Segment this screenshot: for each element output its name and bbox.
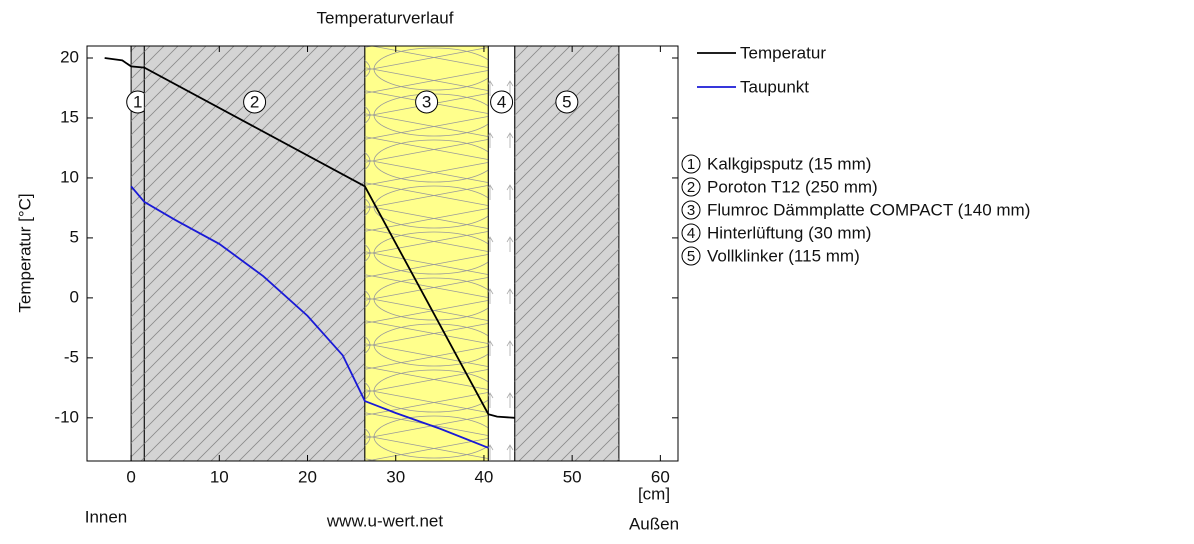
y-tick-label: -10	[54, 407, 79, 426]
chart-title: Temperaturverlauf	[316, 8, 453, 27]
legend-layer-name: Kalkgipsputz (15 mm)	[707, 154, 871, 173]
inside-label: Innen	[85, 507, 128, 526]
legend-number: 3	[687, 202, 695, 219]
layer-marker	[243, 90, 267, 114]
layer-number: 3	[422, 92, 431, 111]
layers: 1 2 3 4 5	[126, 45, 620, 462]
source: www.u-wert.net	[326, 511, 443, 530]
legend-label: Taupunkt	[740, 77, 809, 96]
layer-pattern	[144, 46, 365, 461]
y-tick-label: 15	[60, 107, 79, 126]
outside-label: Außen	[629, 514, 679, 533]
legend-number: 4	[687, 225, 695, 242]
layer-number: 2	[250, 92, 259, 111]
legend-marker	[681, 154, 701, 174]
legend-layer-name: Flumroc Dämmplatte COMPACT (140 mm)	[707, 200, 1030, 219]
layer-number: 5	[562, 92, 571, 111]
layer-number: 4	[497, 92, 506, 111]
series-line	[130, 185, 489, 449]
layer-pattern	[131, 46, 145, 461]
layer-number: 1	[133, 92, 142, 111]
legend-layer-name: Vollklinker (115 mm)	[707, 246, 860, 265]
layer-pattern	[488, 46, 515, 461]
x-tick-label: 60	[651, 467, 670, 486]
legend-layer-name: Poroton T12 (250 mm)	[707, 177, 878, 196]
x-tick-label: 40	[474, 467, 493, 486]
legend-marker	[681, 177, 701, 197]
lines	[104, 57, 515, 449]
y-tick-label: 10	[60, 167, 79, 186]
y-tick-label: -5	[64, 347, 79, 366]
layer-pattern	[364, 46, 489, 461]
x-tick-label: 50	[563, 467, 582, 486]
layer-pattern	[514, 46, 619, 461]
plot-frame	[86, 45, 679, 462]
legend-label: Temperatur	[740, 43, 826, 62]
series-line	[104, 57, 515, 419]
y-tick-label: 5	[70, 227, 79, 246]
layer-marker	[490, 90, 514, 114]
legend-number: 1	[687, 156, 695, 173]
x-tick-label: 30	[386, 467, 405, 486]
legend-marker	[681, 200, 701, 220]
legend-layer-name: Hinterlüftung (30 mm)	[707, 223, 871, 242]
x-tick-label: 0	[126, 467, 135, 486]
legend-marker	[681, 246, 701, 266]
x-tick-label: 20	[298, 467, 317, 486]
layer-marker	[415, 90, 439, 114]
x-tick-label: 10	[210, 467, 229, 486]
y-tick-label: 20	[60, 47, 79, 66]
y-axis-label: Temperatur [°C]	[15, 193, 34, 312]
layer-marker	[555, 90, 579, 114]
x-unit: [cm]	[638, 484, 670, 503]
y-tick-label: 0	[70, 287, 79, 306]
legend-marker	[681, 223, 701, 243]
legend-number: 2	[687, 179, 695, 196]
legend-number: 5	[687, 248, 695, 265]
